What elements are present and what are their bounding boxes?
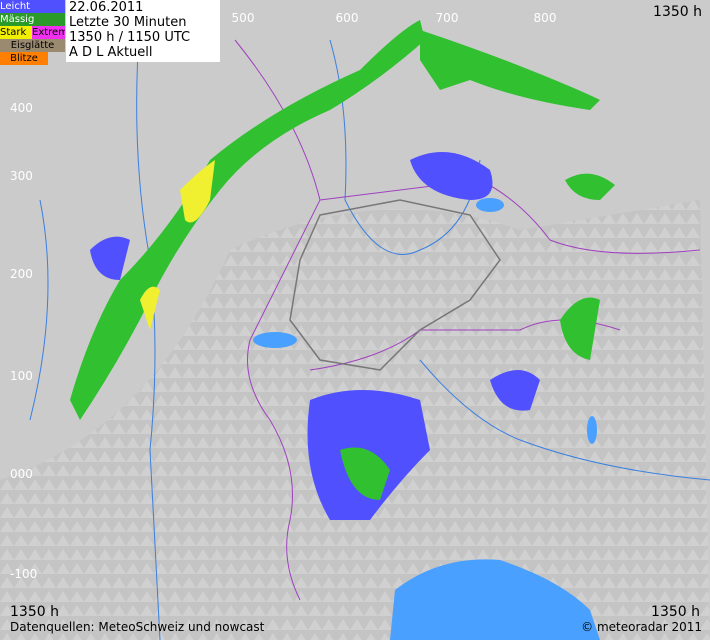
y-coord-label: 000 xyxy=(10,467,33,481)
product: A D L Aktuell xyxy=(66,45,220,62)
radar-echoes xyxy=(70,20,615,520)
lake xyxy=(476,198,504,212)
switzerland-border xyxy=(289,199,501,371)
legend-ice: Eisglätte xyxy=(0,39,65,52)
legend-strong: Stark xyxy=(0,26,32,39)
y-coord-label: 300 xyxy=(10,169,33,183)
legend-light: Leicht xyxy=(0,0,65,13)
legend-lightning: Blitze xyxy=(0,52,48,65)
legend-moderate: Mässig xyxy=(0,13,65,26)
copyright: © meteoradar 2011 xyxy=(581,620,702,634)
period: Letzte 30 Minuten xyxy=(66,15,220,30)
lake xyxy=(587,416,597,444)
legend-extreme: Extrem xyxy=(32,26,65,39)
time-bottom-left: 1350 h xyxy=(10,604,59,620)
time-bottom-right: 1350 h xyxy=(651,604,700,620)
sea xyxy=(390,559,600,640)
sources: Datenquellen: MeteoSchweiz und nowcast xyxy=(10,620,265,634)
date: 22.06.2011 xyxy=(66,0,220,15)
time-top-right: 1350 h xyxy=(653,4,702,20)
time: 1350 h / 1150 UTC xyxy=(66,30,220,45)
y-coord-label: -100 xyxy=(10,567,37,581)
y-coord-label: 100 xyxy=(10,369,33,383)
lake xyxy=(253,332,297,348)
y-coord-label: 200 xyxy=(10,267,33,281)
x-coord-label: 700 xyxy=(436,11,459,25)
x-coord-label: 500 xyxy=(232,11,255,25)
x-coord-label: 600 xyxy=(336,11,359,25)
x-coord-label: 800 xyxy=(534,11,557,25)
y-coord-label: 400 xyxy=(10,101,33,115)
